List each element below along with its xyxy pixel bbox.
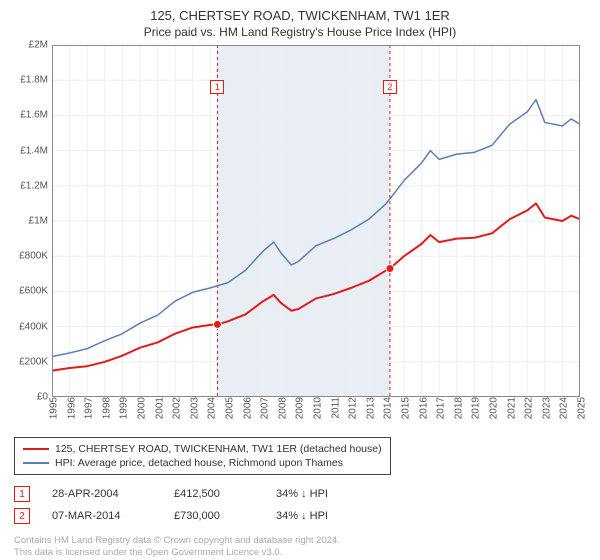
event-delta: 34% ↓ HPI [276,488,328,500]
x-tick-label: 2015 [397,397,412,419]
event-badge: 1 [14,486,30,502]
x-tick-label: 2001 [150,397,165,419]
x-tick-label: 2017 [432,397,447,419]
chart-marker-badge: 1 [210,80,224,94]
x-tick-label: 2006 [238,397,253,419]
x-tick-label: 2011 [326,397,341,419]
y-tick-label: £800K [19,251,52,262]
attribution-line: This data is licensed under the Open Gov… [14,547,586,559]
y-tick-label: £200K [19,356,52,367]
x-tick-label: 2010 [309,397,324,419]
chart-marker-badge: 2 [383,80,397,94]
y-tick-label: £600K [19,286,52,297]
x-tick-label: 2024 [555,397,570,419]
event-date: 07-MAR-2014 [52,510,152,522]
legend-label: HPI: Average price, detached house, Rich… [55,457,343,469]
x-tick-label: 1995 [45,397,60,419]
event-price: £412,500 [174,488,254,500]
x-tick-label: 2008 [273,397,288,419]
y-tick-label: £1.8M [20,75,52,86]
x-tick-label: 2014 [379,397,394,419]
x-tick-label: 1997 [80,397,95,419]
y-tick-label: £1.4M [20,145,52,156]
x-tick-label: 2018 [449,397,464,419]
page-title: 125, CHERTSEY ROAD, TWICKENHAM, TW1 1ER [14,8,586,23]
event-row: 2 07-MAR-2014 £730,000 34% ↓ HPI [14,505,586,527]
legend-box: 125, CHERTSEY ROAD, TWICKENHAM, TW1 1ER … [14,437,391,475]
y-tick-label: £1M [29,216,52,227]
event-price: £730,000 [174,510,254,522]
legend-swatch [23,448,49,450]
legend-label: 125, CHERTSEY ROAD, TWICKENHAM, TW1 1ER … [55,443,382,455]
x-tick-label: 2013 [361,397,376,419]
event-delta: 34% ↓ HPI [276,510,328,522]
x-tick-label: 2012 [344,397,359,419]
legend-row: HPI: Average price, detached house, Rich… [23,456,382,470]
x-tick-label: 2002 [168,397,183,419]
attribution: Contains HM Land Registry data © Crown c… [14,535,586,560]
x-tick-label: 2019 [467,397,482,419]
y-tick-label: £1.6M [20,110,52,121]
event-date: 28-APR-2004 [52,488,152,500]
x-tick-label: 2025 [573,397,588,419]
x-tick-label: 2020 [485,397,500,419]
legend-row: 125, CHERTSEY ROAD, TWICKENHAM, TW1 1ER … [23,442,382,456]
x-tick-label: 2009 [291,397,306,419]
chart-svg [52,45,580,397]
x-tick-label: 2023 [537,397,552,419]
price-chart: £0£200K£400K£600K£800K£1M£1.2M£1.4M£1.6M… [52,45,580,397]
x-tick-label: 2005 [221,397,236,419]
x-tick-label: 2004 [203,397,218,419]
x-tick-label: 2016 [414,397,429,419]
x-tick-label: 2022 [520,397,535,419]
x-tick-label: 1999 [115,397,130,419]
y-tick-label: £400K [19,321,52,332]
x-tick-label: 1998 [97,397,112,419]
attribution-line: Contains HM Land Registry data © Crown c… [14,535,586,547]
legend-swatch [23,462,49,464]
x-tick-label: 2003 [185,397,200,419]
x-tick-label: 2007 [256,397,271,419]
x-tick-label: 2021 [502,397,517,419]
page-subtitle: Price paid vs. HM Land Registry's House … [14,25,586,39]
x-tick-label: 2000 [133,397,148,419]
x-tick-label: 1996 [62,397,77,419]
event-badge: 2 [14,508,30,524]
event-row: 1 28-APR-2004 £412,500 34% ↓ HPI [14,483,586,505]
y-tick-label: £1.2M [20,180,52,191]
y-tick-label: £2M [29,40,52,51]
event-list: 1 28-APR-2004 £412,500 34% ↓ HPI 2 07-MAR-201… [14,483,586,527]
